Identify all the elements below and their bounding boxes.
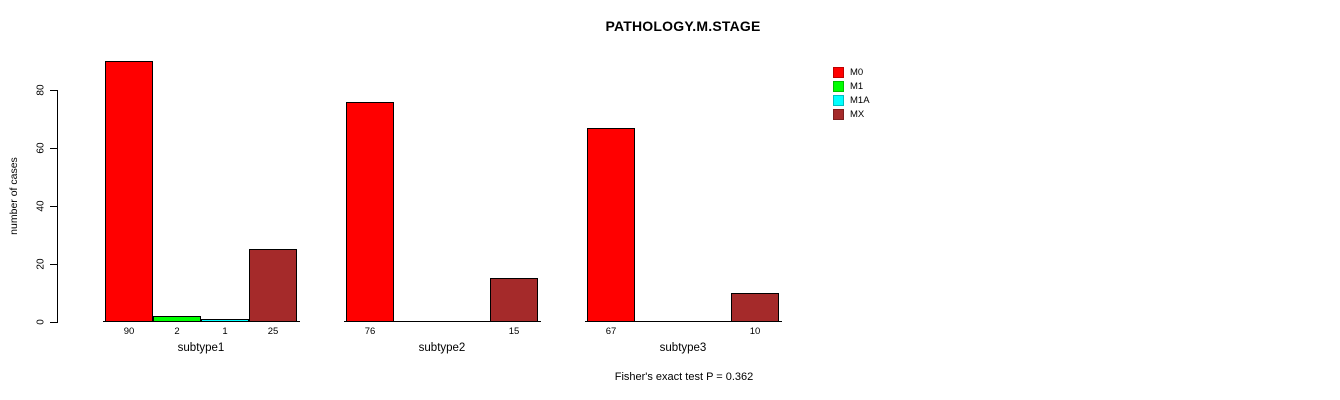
legend-label: MX [850, 108, 865, 120]
bar-value-label: 10 [749, 326, 761, 337]
bar-value-label: 25 [267, 326, 279, 337]
legend-item-m1a: M1A [833, 93, 870, 107]
bar-value-label: 67 [605, 326, 617, 337]
y-axis-tick-label: 60 [35, 142, 47, 154]
y-axis-tick [50, 264, 57, 265]
group-label-subtype2: subtype2 [418, 342, 466, 354]
legend-label: M1A [850, 94, 870, 106]
legend-swatch-icon [833, 80, 844, 92]
fisher-test-annotation: Fisher's exact test P = 0.362 [614, 371, 754, 383]
legend-label: M1 [850, 80, 864, 92]
bar-value-label: 90 [123, 326, 135, 337]
y-axis-line [57, 90, 58, 323]
group-label-subtype1: subtype1 [177, 342, 225, 354]
legend-item-m1: M1 [833, 79, 870, 93]
bar-m0-subtype2 [346, 102, 394, 322]
bar-value-label: 76 [364, 326, 376, 337]
legend-label: M0 [850, 66, 864, 78]
bar-m1a-subtype1 [201, 319, 249, 322]
x-axis-baseline [344, 321, 541, 322]
bar-value-label: 1 [222, 326, 228, 337]
legend-item-mx: MX [833, 107, 870, 121]
legend-item-m0: M0 [833, 65, 870, 79]
y-axis-tick [50, 322, 57, 323]
y-axis-tick-label: 80 [35, 84, 47, 96]
bar-value-label: 15 [508, 326, 520, 337]
legend-swatch-icon [833, 94, 844, 106]
bar-m0-subtype1 [105, 61, 153, 322]
y-axis-tick-label: 20 [35, 258, 47, 270]
bar-m1-subtype1 [153, 316, 201, 322]
legend-swatch-icon [833, 108, 844, 120]
y-axis-tick-label: 0 [35, 319, 47, 325]
legend-swatch-icon [833, 66, 844, 78]
bar-mx-subtype3 [731, 293, 779, 322]
x-axis-baseline [585, 321, 782, 322]
legend: M0 M1 M1A MX [833, 65, 870, 121]
y-axis-tick [50, 148, 57, 149]
group-label-subtype3: subtype3 [659, 342, 707, 354]
y-axis-tick [50, 206, 57, 207]
y-axis-tick-label: 40 [35, 200, 47, 212]
bar-mx-subtype2 [490, 278, 538, 322]
y-axis-tick [50, 90, 57, 91]
bar-m0-subtype3 [587, 128, 635, 322]
bar-mx-subtype1 [249, 249, 297, 322]
chart-title: PATHOLOGY.M.STAGE [605, 18, 761, 34]
bar-value-label: 2 [174, 326, 180, 337]
